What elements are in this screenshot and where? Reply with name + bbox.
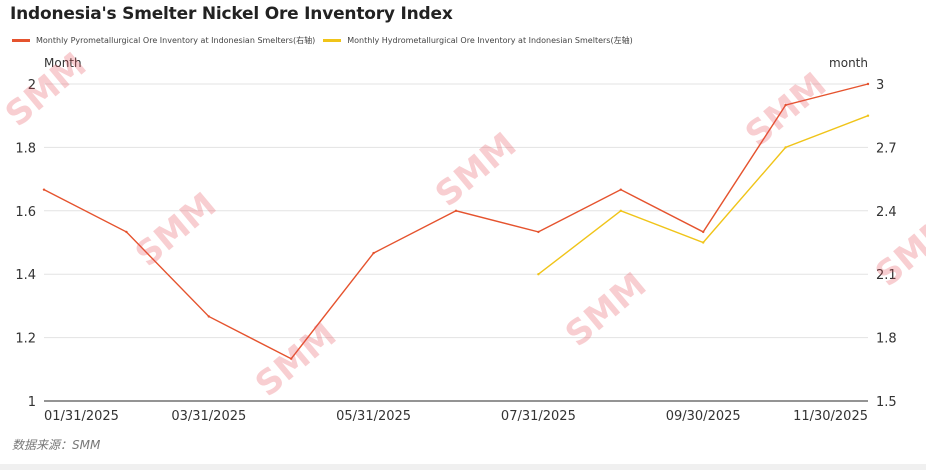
data-point-pyro [866, 82, 870, 86]
data-point-pyro [290, 357, 293, 360]
data-point-hydro [537, 273, 540, 276]
legend-label-pyro: Monthly Pyrometallurgical Ore Inventory … [36, 36, 316, 45]
y-left-tick-label: 1 [28, 395, 36, 410]
x-tick-label: 11/30/2025 [793, 409, 868, 424]
y-left-axis-title: Month [44, 56, 82, 70]
legend-item-hydro[interactable]: Monthly Hydrometallurgical Ore Inventory… [323, 35, 633, 46]
y-left-tick-label: 1.4 [15, 268, 36, 283]
footer-band [0, 464, 926, 470]
y-right-tick-label: 2.7 [876, 141, 897, 156]
legend-swatch-pyro [12, 39, 30, 42]
y-right-tick-label: 3 [876, 78, 884, 93]
data-point-pyro [372, 251, 375, 255]
data-point-pyro [784, 103, 787, 107]
x-tick-label: 03/31/2025 [171, 409, 246, 424]
y-left-tick-label: 1.2 [15, 332, 36, 347]
data-point-pyro [619, 188, 622, 191]
y-right-tick-label: 2.1 [876, 268, 897, 283]
y-left-tick-label: 1.8 [15, 141, 36, 156]
y-left-tick-label: 2 [28, 78, 36, 93]
legend: Monthly Pyrometallurgical Ore Inventory … [12, 35, 641, 46]
data-point-pyro [454, 209, 458, 212]
series-line-pyro [43, 83, 869, 360]
legend-item-pyro[interactable]: Monthly Pyrometallurgical Ore Inventory … [12, 35, 315, 46]
y-right-tick-label: 1.5 [876, 395, 897, 410]
y-left-tick-label: 1.6 [15, 205, 36, 220]
source-note: 数据来源：SMM [12, 438, 101, 452]
y-right-tick-label: 2.4 [876, 205, 897, 220]
data-point-pyro [702, 230, 705, 234]
x-tick-label: 07/31/2025 [501, 409, 576, 424]
y-right-tick-label: 1.8 [876, 332, 897, 347]
data-point-pyro [125, 230, 128, 234]
data-point-hydro [702, 241, 705, 244]
legend-swatch-hydro [323, 39, 342, 42]
series-line-hydro [537, 115, 869, 275]
data-point-hydro [784, 146, 787, 149]
chart-title: Indonesia's Smelter Nickel Ore Inventory… [10, 4, 453, 24]
data-point-hydro [866, 114, 870, 117]
data-point-hydro [619, 209, 622, 212]
x-tick-label: 09/30/2025 [666, 409, 741, 424]
x-tick-label: 01/31/2025 [44, 409, 119, 424]
data-point-pyro [537, 230, 540, 234]
data-point-pyro [42, 188, 46, 191]
data-point-pyro [207, 315, 210, 318]
y-right-axis-title: month [829, 56, 868, 70]
x-tick-label: 05/31/2025 [336, 409, 411, 424]
legend-label-hydro: Monthly Hydrometallurgical Ore Inventory… [347, 36, 633, 45]
